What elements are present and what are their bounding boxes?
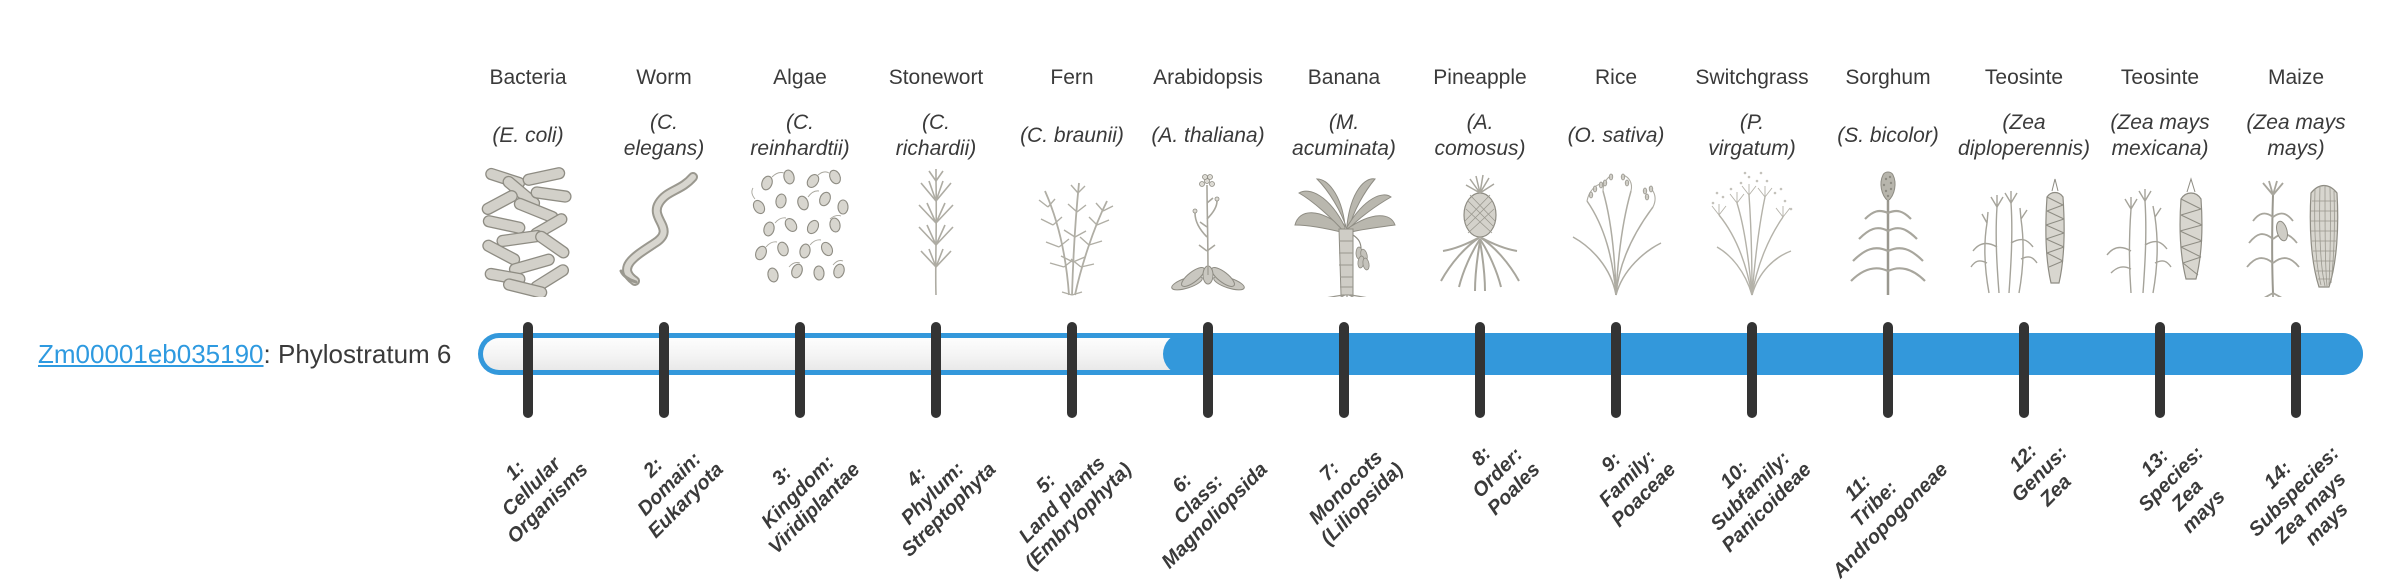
organism-species: (Zea diploperennis) [1958,100,2090,172]
fern-icon [1017,167,1127,297]
phylostratum-tick-9 [1611,322,1621,418]
organism-species: (O. sativa) [1559,100,1673,172]
sorghum-icon [1833,167,1943,297]
organism-species: (A. thaliana) [1151,100,1265,172]
phylostratum-tick-13 [2155,322,2165,418]
organism-species-text: (O. sativa) [1567,124,1665,147]
organism-species: (C. reinhardtii) [743,100,857,172]
phylostratum-bar-track [483,338,1190,370]
organism-species: (Zea mays mexicana) [2103,100,2217,172]
phylostratum-label-text: 7: Monocots (Liliopsida) [1285,426,1409,550]
organism-name: Switchgrass [1695,66,1809,89]
organism-species: (Zea mays mays) [2239,100,2353,172]
arabidopsis-icon [1153,167,1263,297]
phylostratum-label-text: 3: Kingdom: Viridiplantae [732,426,865,559]
gene-label: Zm00001eb035190: Phylostratum 6 [38,339,451,370]
organism-species-text: (A. thaliana) [1151,124,1265,147]
pineapple-icon [1425,167,1535,297]
phylostratum-tick-7 [1339,322,1349,418]
organism-species-text: (Zea mays mays) [2246,111,2346,160]
stonewort-icon [881,167,991,297]
phylostratum-label-text: 4: Phylum: Streptophyta [865,426,1001,562]
organism-species: (S. bicolor) [1831,100,1945,172]
organism-species-text: (Zea diploperennis) [1958,111,2090,160]
organism-species-text: (Zea mays mexicana) [2110,111,2210,160]
phylostratum-tick-14 [2291,322,2301,418]
organism-species-text: (P. virgatum) [1708,111,1796,160]
phylostratum-label-text: 11: Tribe: Andropogoneae [1796,426,1953,580]
phylostratum-tick-5 [1067,322,1077,418]
organism-name: Maize [2267,66,2325,89]
worm-icon [609,167,719,297]
organism-name: Fern [1050,66,1094,89]
phylostratum-label-text: 2: Domain: Eukaryota [612,426,729,543]
organism-species-text: (C. braunii) [1020,124,1124,147]
phylostratum-tick-8 [1475,322,1485,418]
maize-icon [2241,167,2351,299]
gene-phylostratum-text: : Phylostratum 6 [263,339,452,369]
organism-species: (C. braunii) [1015,100,1129,172]
phylostratum-label-text: 6: Class: Magnoliopsida [1125,426,1273,574]
banana-icon [1289,167,1399,302]
organism-species-text: (E. coli) [492,124,564,147]
organism-species-text: (S. bicolor) [1837,124,1939,147]
organism-name: Worm [636,66,692,89]
teosinte-mexicana-icon [2105,167,2215,297]
phylostratum-label-text: 13: Species: Zea mays [2118,426,2241,549]
organism-species-text: (M. acuminata) [1292,111,1396,160]
organism-name: Stonewort [888,66,984,89]
organism-species: (C. elegans) [607,100,721,172]
teosinte-diploperennis-icon [1969,167,2079,297]
organism-species-text: (C. elegans) [623,111,705,160]
phylostratum-tick-3 [795,322,805,418]
organism-name: Banana [1307,66,1381,89]
rice-icon [1561,167,1671,297]
switchgrass-icon [1697,167,1807,297]
phylostratum-label-text: 12: Genus: Zea [1991,426,2089,524]
organism-name: Sorghum [1845,66,1931,89]
phylostratum-tick-10 [1747,322,1757,418]
phylostratum-tick-1 [523,322,533,418]
organism-species-text: (A. comosus) [1434,111,1526,160]
organism-name: Teosinte [1984,66,2064,89]
phylostratum-tick-6 [1203,322,1213,418]
bacteria-icon [473,167,583,299]
organism-name: Bacteria [489,66,567,89]
organism-name: Rice [1594,66,1637,89]
phylostratum-tick-12 [2019,322,2029,418]
phylostratum-tick-2 [659,322,669,418]
organism-species-text: (C. reinhardtii) [750,111,850,160]
phylostratum-tick-11 [1883,322,1893,418]
algae-icon [745,167,855,297]
organism-species: (P. virgatum) [1695,100,1809,172]
phylostratum-label-text: 9: Family: Poaceae [1575,426,1681,532]
phylostratum-label-text: 14: Subspecies: Zea mays mays [2229,426,2377,574]
organism-name: Teosinte [2120,66,2200,89]
gene-id-link[interactable]: Zm00001eb035190 [38,339,264,369]
phylostratum-label-text: 10: Subfamily: Panicoideae [1685,426,1816,557]
organism-species: (A. comosus) [1423,100,1537,172]
phylostratum-tick-4 [931,322,941,418]
organism-species: (C. richardii) [879,100,993,172]
organism-name: Algae [773,66,827,89]
phylostratum-label-text: 1: Cellular Organisms [470,426,593,549]
organism-species-text: (C. richardii) [895,111,977,160]
organism-name: Arabidopsis [1153,66,1263,89]
organism-name: Pineapple [1433,66,1527,89]
organism-species: (M. acuminata) [1287,100,1401,172]
organism-species: (E. coli) [471,100,585,172]
phylostratum-label-text: 5: Land plants (Embryophyta) [988,426,1137,575]
phylostratum-label-text: 8: Order: Poales [1450,426,1544,520]
